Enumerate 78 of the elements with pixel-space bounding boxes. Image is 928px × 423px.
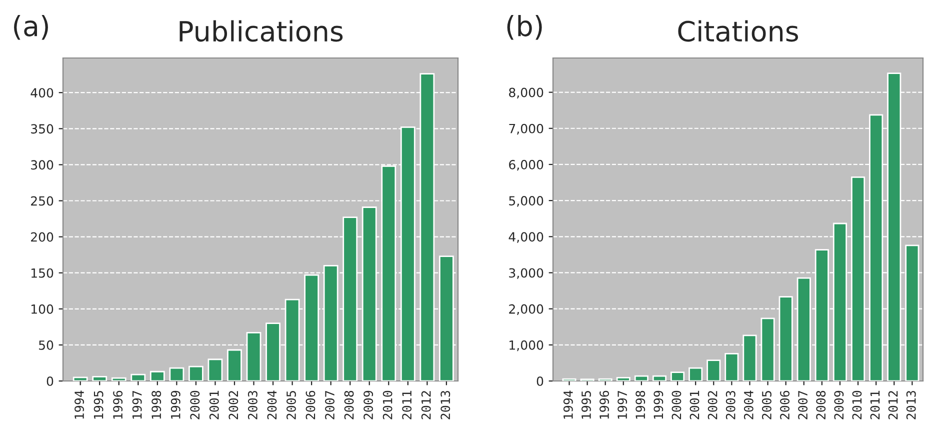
y-tick-label: 8,000	[509, 88, 544, 98]
text: (b)	[507, 14, 542, 40]
x-tick-label: 2005	[762, 391, 772, 420]
x-tick-label: 2007	[325, 390, 334, 420]
bar	[652, 375, 666, 381]
x-tick-label: 2009	[834, 390, 844, 420]
x-tick-label: 1997	[618, 390, 628, 419]
x-tick-label: 1996	[600, 390, 609, 419]
x-tick-label: 2007	[798, 390, 808, 420]
chart-title: Publications	[180, 20, 343, 42]
bar	[688, 367, 703, 381]
x-tick-label: 1998	[636, 390, 646, 419]
y-tick-label: 350	[31, 124, 54, 134]
x-tick-label: 2008	[344, 390, 354, 420]
y-tick-label: 150	[31, 268, 54, 278]
x-tick-label: 2011	[870, 390, 880, 420]
bar	[724, 352, 739, 381]
x-tick-label: 2006	[780, 390, 790, 420]
y-tick-label: 100	[31, 304, 54, 314]
x-tick-label: 2010	[382, 390, 392, 420]
text: (a)	[14, 14, 48, 40]
y-tick-label: 7,000	[509, 124, 544, 135]
x-tick-label: 2006	[306, 390, 316, 420]
x-tick-label: 2000	[190, 390, 200, 420]
y-tick-label: 0	[536, 376, 544, 386]
bar	[227, 349, 242, 381]
bar	[188, 366, 204, 381]
y-tick-label: 300	[31, 160, 54, 170]
x-tick-label: 1994	[74, 390, 84, 419]
x-tick-label: 2001	[690, 390, 700, 420]
x-tick-label: 1995	[94, 391, 104, 419]
bar	[208, 358, 223, 381]
bar	[706, 360, 721, 381]
chart-title: Citations	[678, 20, 798, 42]
x-tick-label: 2003	[726, 390, 736, 420]
bar	[72, 376, 88, 381]
x-tick-label: 2002	[228, 391, 238, 420]
bar	[130, 374, 146, 381]
bar	[150, 370, 165, 381]
x-tick-label: 1999	[654, 390, 664, 419]
y-tick-label: 3,000	[509, 268, 544, 279]
x-tick-label: 2000	[672, 390, 682, 420]
bar	[169, 367, 184, 381]
x-tick-label: 2005	[286, 391, 296, 420]
x-tick-label: 2012	[421, 391, 431, 420]
x-tick-label: 2009	[364, 390, 374, 420]
x-tick-label: 1998	[152, 390, 162, 419]
bar	[92, 376, 108, 381]
y-tick-label: 250	[31, 196, 54, 206]
x-tick-label: 2004	[267, 390, 277, 420]
x-tick-label: 2003	[248, 390, 258, 420]
y-tick-label: 4,000	[508, 232, 544, 243]
x-tick-label: 1994	[563, 390, 573, 419]
y-tick-label: 0	[46, 376, 54, 386]
x-tick-label: 2001	[209, 390, 219, 420]
bar	[111, 377, 126, 381]
y-tick-label: 2,000	[509, 304, 544, 316]
x-tick-label: 1995	[582, 391, 591, 419]
x-tick-label: 2004	[744, 390, 754, 420]
x-tick-label: 2013	[440, 390, 450, 420]
bar	[634, 375, 648, 381]
y-tick-label: 400	[30, 88, 54, 98]
bar	[616, 376, 630, 381]
y-tick-label: 6,000	[509, 160, 544, 171]
x-tick-label: 1999	[170, 390, 180, 419]
y-tick-label: 1,000	[510, 340, 544, 352]
x-tick-label: 2012	[888, 391, 898, 420]
x-tick-label: 1997	[132, 390, 142, 419]
bar	[670, 372, 685, 381]
x-tick-label: 2002	[708, 391, 718, 420]
y-tick-label: 200	[31, 232, 54, 242]
x-tick-label: 2011	[402, 390, 412, 420]
y-tick-label: 5,000	[509, 196, 544, 207]
x-tick-label: 2013	[906, 390, 916, 420]
x-tick-label: 2010	[852, 390, 862, 420]
x-tick-label: 1996	[113, 390, 123, 419]
y-tick-label: 50	[39, 340, 54, 350]
x-tick-label: 2008	[816, 390, 826, 420]
